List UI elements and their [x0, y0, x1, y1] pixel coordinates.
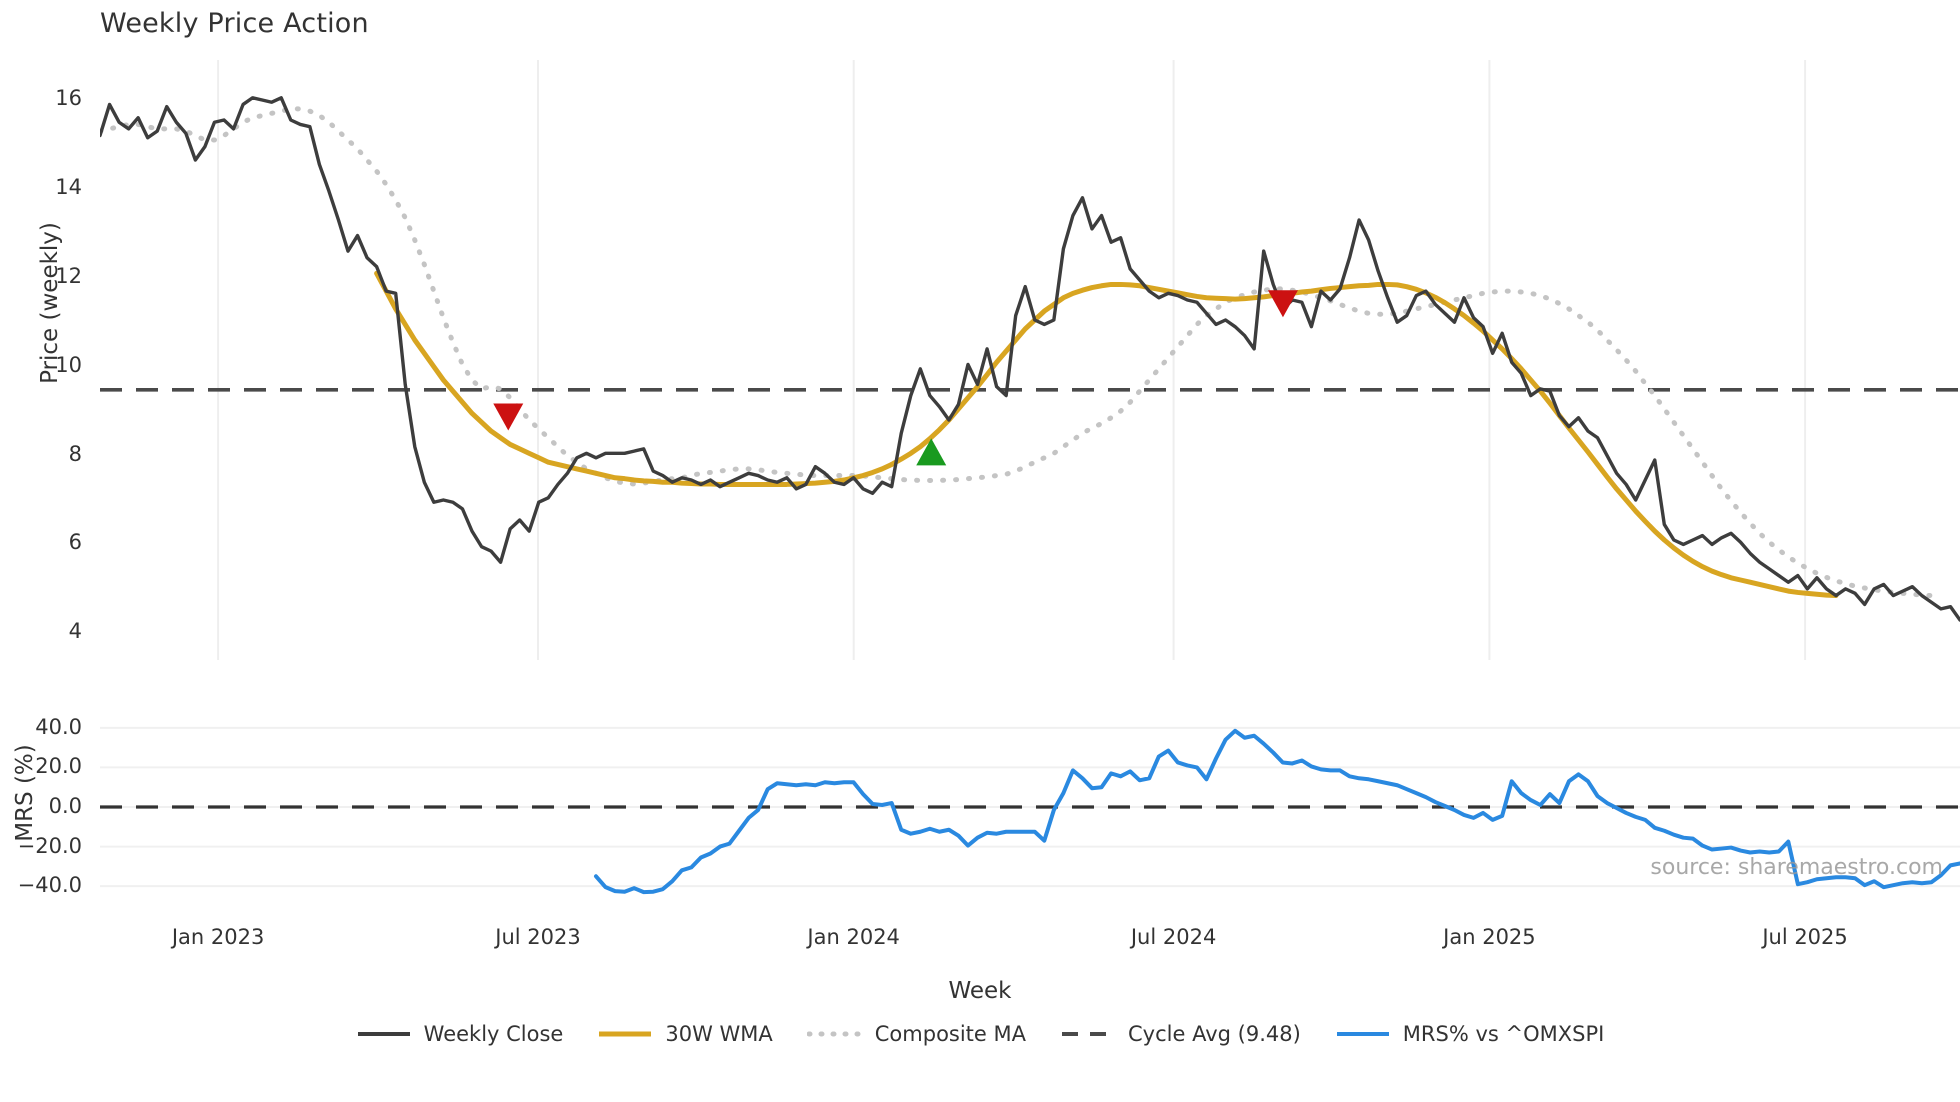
solid-line-swatch — [599, 1031, 652, 1037]
legend-item[interactable]: Weekly Close — [356, 1022, 564, 1046]
weekly-close-line — [100, 96, 1960, 622]
legend-item[interactable]: 30W WMA — [597, 1022, 773, 1046]
legend-item[interactable]: Cycle Avg (9.48) — [1060, 1022, 1301, 1046]
sell-marker — [493, 403, 524, 431]
x-axis-label: Week — [948, 978, 1012, 1004]
mrs-y-tick: −20.0 — [17, 833, 82, 858]
mrs-line — [594, 728, 1960, 895]
wma-line — [374, 270, 1839, 599]
x-tick: Jul 2025 — [1762, 925, 1848, 949]
price-y-tick: 16 — [55, 86, 82, 110]
legend-label: Cycle Avg (9.48) — [1128, 1022, 1301, 1046]
x-tick: Jan 2024 — [807, 925, 900, 949]
mrs-panel — [100, 726, 1960, 895]
dashed-line-swatch — [1062, 1032, 1115, 1036]
price-y-tick: 4 — [68, 619, 82, 644]
chart-title: Weekly Price Action — [100, 8, 369, 39]
buy-marker — [916, 438, 947, 466]
mrs-y-tick: 40.0 — [35, 714, 82, 739]
legend-label: Weekly Close — [423, 1022, 564, 1046]
composite-ma-line — [100, 106, 1934, 599]
source-watermark: source: sharemaestro.com — [1650, 855, 1943, 880]
price-y-tick: 10 — [55, 352, 82, 377]
price-y-tick: 12 — [55, 263, 82, 288]
legend-item[interactable]: MRS% vs ^OMXSPI — [1335, 1022, 1605, 1046]
price-panel — [100, 60, 1960, 660]
legend-label: 30W WMA — [665, 1022, 773, 1046]
x-tick: Jul 2023 — [495, 925, 581, 949]
sell-marker — [1267, 290, 1298, 318]
price-y-tick: 6 — [68, 530, 82, 555]
price-y-tick: 8 — [68, 441, 82, 466]
dotted-line-swatch — [806, 1031, 863, 1037]
price-y-tick: 14 — [55, 174, 82, 199]
price-axis-label: Price (weekly) — [37, 222, 63, 384]
x-tick: Jan 2023 — [171, 925, 265, 949]
legend-label: Composite MA — [874, 1022, 1027, 1046]
x-tick: Jan 2025 — [1443, 925, 1536, 949]
mrs-y-tick: 20.0 — [35, 754, 82, 779]
x-tick: Jul 2024 — [1130, 925, 1217, 949]
mrs-y-tick: −40.0 — [17, 873, 82, 898]
legend-label: MRS% vs ^OMXSPI — [1402, 1022, 1605, 1046]
legend-item[interactable]: Composite MA — [806, 1022, 1027, 1046]
solid-line-swatch — [357, 1032, 410, 1036]
mrs-y-tick: 0.0 — [48, 794, 82, 818]
solid-line-swatch — [1336, 1032, 1389, 1036]
chart-legend: Weekly Close 30W WMA Composite MA Cycle Avg… — [0, 1022, 1960, 1046]
